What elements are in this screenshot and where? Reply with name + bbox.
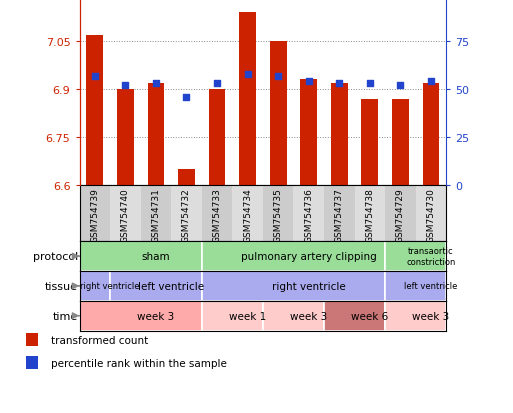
Text: transaortic
constriction: transaortic constriction bbox=[406, 247, 456, 266]
Bar bbox=[354, 186, 385, 242]
Bar bbox=[178, 170, 195, 186]
Text: pulmonary artery clipping: pulmonary artery clipping bbox=[241, 252, 377, 261]
Bar bbox=[385, 186, 416, 242]
Text: percentile rank within the sample: percentile rank within the sample bbox=[51, 358, 227, 368]
Bar bbox=[110, 186, 141, 242]
Point bbox=[152, 81, 160, 88]
Text: tissue: tissue bbox=[45, 281, 78, 291]
Point bbox=[335, 81, 343, 88]
Text: week 3: week 3 bbox=[290, 311, 327, 321]
Bar bbox=[80, 242, 202, 271]
Bar bbox=[416, 186, 446, 242]
Bar bbox=[202, 186, 232, 242]
Point bbox=[91, 73, 99, 80]
Bar bbox=[171, 186, 202, 242]
Text: protocol: protocol bbox=[33, 252, 78, 261]
Bar bbox=[26, 333, 38, 346]
Bar bbox=[110, 271, 202, 301]
Text: GSM754732: GSM754732 bbox=[182, 188, 191, 242]
Bar bbox=[86, 36, 103, 186]
Text: week 3: week 3 bbox=[137, 311, 174, 321]
Bar bbox=[300, 80, 317, 186]
Text: GSM754734: GSM754734 bbox=[243, 188, 252, 242]
Text: GSM754738: GSM754738 bbox=[365, 188, 374, 242]
Bar bbox=[392, 100, 409, 186]
Text: GSM754730: GSM754730 bbox=[426, 188, 436, 242]
Bar bbox=[331, 83, 348, 186]
Text: GSM754739: GSM754739 bbox=[90, 188, 100, 242]
Bar bbox=[26, 356, 38, 369]
Bar bbox=[423, 83, 440, 186]
Bar bbox=[362, 100, 378, 186]
Text: transformed count: transformed count bbox=[51, 335, 149, 345]
Text: GSM754737: GSM754737 bbox=[335, 188, 344, 242]
Text: right ventricle: right ventricle bbox=[81, 282, 140, 291]
Point bbox=[244, 71, 252, 78]
Bar bbox=[385, 271, 446, 301]
Bar bbox=[324, 301, 385, 331]
Text: sham: sham bbox=[142, 252, 170, 261]
Text: GSM754736: GSM754736 bbox=[304, 188, 313, 242]
Point bbox=[366, 81, 374, 88]
Point bbox=[305, 79, 313, 85]
Bar bbox=[232, 186, 263, 242]
Point bbox=[183, 94, 191, 101]
Bar bbox=[263, 186, 293, 242]
Bar bbox=[80, 186, 110, 242]
Bar bbox=[202, 271, 385, 301]
Text: GSM754733: GSM754733 bbox=[212, 188, 222, 242]
Text: GSM754735: GSM754735 bbox=[274, 188, 283, 242]
Text: left ventricle: left ventricle bbox=[404, 282, 458, 291]
Point bbox=[121, 83, 129, 89]
Bar bbox=[239, 13, 256, 186]
Text: GSM754729: GSM754729 bbox=[396, 188, 405, 242]
Text: time: time bbox=[53, 311, 78, 321]
Text: GSM754740: GSM754740 bbox=[121, 188, 130, 242]
Point bbox=[213, 81, 221, 88]
Text: GSM754731: GSM754731 bbox=[151, 188, 161, 242]
Bar bbox=[263, 301, 324, 331]
Text: right ventricle: right ventricle bbox=[272, 281, 346, 291]
Bar bbox=[80, 271, 110, 301]
Point bbox=[397, 83, 405, 89]
Bar bbox=[80, 301, 202, 331]
Bar bbox=[148, 83, 164, 186]
Text: left ventricle: left ventricle bbox=[138, 281, 204, 291]
Text: week 1: week 1 bbox=[229, 311, 266, 321]
Bar bbox=[293, 186, 324, 242]
Text: week 3: week 3 bbox=[412, 311, 450, 321]
Bar bbox=[117, 90, 134, 186]
Bar bbox=[202, 242, 385, 271]
Bar bbox=[141, 186, 171, 242]
Point bbox=[427, 79, 435, 85]
Bar bbox=[385, 301, 446, 331]
Point bbox=[274, 73, 282, 80]
Bar bbox=[270, 42, 287, 186]
Bar bbox=[385, 242, 446, 271]
Bar bbox=[324, 186, 354, 242]
Bar bbox=[202, 301, 263, 331]
Text: week 6: week 6 bbox=[351, 311, 388, 321]
Bar bbox=[209, 90, 226, 186]
